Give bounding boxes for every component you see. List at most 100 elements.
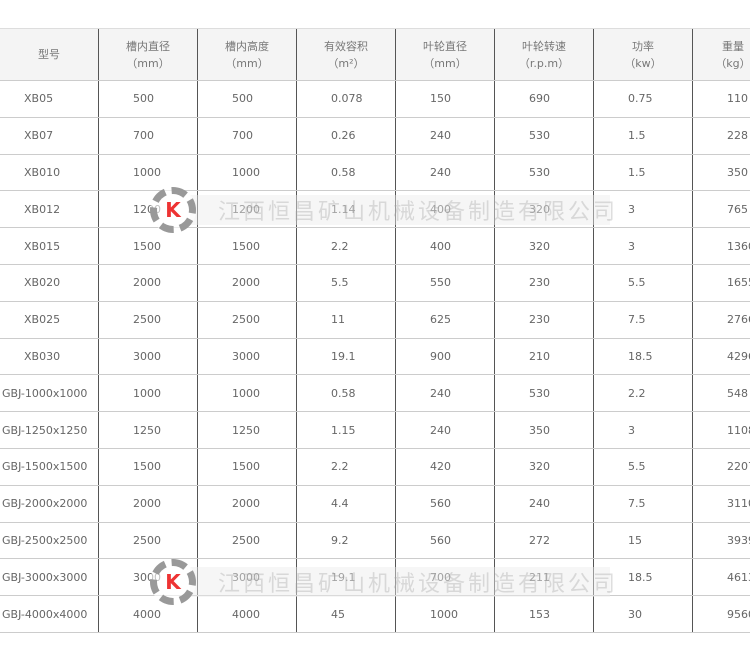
- table-cell: 625: [395, 301, 495, 339]
- table-cell: 1.14: [296, 190, 396, 229]
- table-cell: 211: [494, 558, 594, 597]
- table-cell: 2500: [98, 301, 198, 339]
- table-row: GBJ-1000x1000 1000 1000 0.58 240 530 2.2 548: [0, 374, 750, 413]
- table-cell: 3: [593, 227, 693, 265]
- table-cell: 240: [494, 485, 594, 523]
- table-cell: 0.75: [593, 80, 693, 118]
- table-cell: 1000: [197, 374, 297, 413]
- header-label: 叶轮直径: [423, 39, 467, 53]
- table-cell: 2000: [197, 264, 297, 302]
- header-label: 重量: [722, 39, 744, 53]
- table-cell: 5.5: [593, 448, 693, 486]
- table-cell: 350: [494, 411, 594, 449]
- table-cell: 1000: [197, 154, 297, 192]
- table-cell: 1108: [692, 411, 750, 449]
- header-unit: （m²）: [327, 56, 365, 70]
- table-cell: 4.4: [296, 485, 396, 523]
- table-cell: 560: [395, 485, 495, 523]
- table-cell: 1500: [98, 227, 198, 265]
- table-cell: 530: [494, 117, 594, 155]
- table-cell: 240: [395, 117, 495, 155]
- table-cell: 2000: [98, 264, 198, 302]
- spec-table: 型号 槽内直径 （mm） 槽内高度 （mm） 有效容积 （m²） 叶轮直径 （mm） 叶轮转速 （r…: [0, 28, 750, 633]
- table-cell: 9.2: [296, 522, 396, 560]
- header-unit: （mm）: [126, 56, 170, 70]
- table-cell: 1360: [692, 227, 750, 265]
- table-cell: 11: [296, 301, 396, 339]
- column-header: 叶轮直径 （mm）: [395, 28, 495, 81]
- table-cell: 2766: [692, 301, 750, 339]
- table-cell: 1.5: [593, 154, 693, 192]
- table-cell: 18.5: [593, 558, 693, 597]
- table-cell: XB05: [0, 80, 99, 118]
- column-header: 槽内高度 （mm）: [197, 28, 297, 81]
- table-row: XB07 700 700 0.26 240 530 1.5 228: [0, 117, 750, 155]
- table-cell: 18.5: [593, 338, 693, 376]
- header-label: 有效容积: [324, 39, 368, 53]
- table-cell: 700: [395, 558, 495, 597]
- table-cell: 4000: [197, 595, 297, 633]
- table-cell: 1250: [98, 411, 198, 449]
- table-cell: 2500: [98, 522, 198, 560]
- table-cell: 4000: [98, 595, 198, 633]
- table-cell: 3: [593, 190, 693, 229]
- table-cell: 500: [197, 80, 297, 118]
- table-cell: 150: [395, 80, 495, 118]
- table-cell: 350: [692, 154, 750, 192]
- table-cell: XB012: [0, 190, 99, 229]
- table-cell: 700: [197, 117, 297, 155]
- table-cell: GBJ-1250x1250: [0, 411, 99, 449]
- table-cell: 0.078: [296, 80, 396, 118]
- table-cell: 765: [692, 190, 750, 229]
- table-cell: 19.1: [296, 338, 396, 376]
- table-cell: GBJ-1000x1000: [0, 374, 99, 413]
- table-cell: 2207: [692, 448, 750, 486]
- table-row: GBJ-4000x400040004000451000153309560: [0, 595, 750, 633]
- table-cell: 550: [395, 264, 495, 302]
- table-cell: 110: [692, 80, 750, 118]
- table-cell: 15: [593, 522, 693, 560]
- table-cell: 2500: [197, 522, 297, 560]
- table-cell: 690: [494, 80, 594, 118]
- table-cell: 0.58: [296, 374, 396, 413]
- header-label: 槽内直径: [126, 39, 170, 53]
- table-cell: 272: [494, 522, 594, 560]
- column-header: 槽内直径 （mm）: [98, 28, 198, 81]
- table-cell: 320: [494, 190, 594, 229]
- table-cell: 320: [494, 448, 594, 486]
- column-header: 重量 （kg）: [692, 28, 750, 81]
- table-cell: 4296: [692, 338, 750, 376]
- table-cell: 2000: [98, 485, 198, 523]
- table-cell: XB030: [0, 338, 99, 376]
- table-cell: 500: [98, 80, 198, 118]
- table-cell: GBJ-3000x3000: [0, 558, 99, 597]
- header-unit: （r.p.m）: [518, 56, 570, 70]
- table-cell: 230: [494, 264, 594, 302]
- table-cell: 7.5: [593, 485, 693, 523]
- table-cell: 548: [692, 374, 750, 413]
- table-cell: 530: [494, 154, 594, 192]
- table-cell: 700: [98, 117, 198, 155]
- table-cell: 3000: [197, 558, 297, 597]
- table-cell: 0.58: [296, 154, 396, 192]
- table-cell: XB015: [0, 227, 99, 265]
- table-cell: GBJ-1500x1500: [0, 448, 99, 486]
- table-cell: 1500: [98, 448, 198, 486]
- table-cell: 560: [395, 522, 495, 560]
- table-cell: 4613: [692, 558, 750, 597]
- table-cell: 1.15: [296, 411, 396, 449]
- table-cell: 7.5: [593, 301, 693, 339]
- table-cell: 19.1: [296, 558, 396, 597]
- table-cell: 400: [395, 190, 495, 229]
- table-cell: XB07: [0, 117, 99, 155]
- watermark-band: [190, 195, 610, 225]
- table-cell: 3000: [98, 558, 198, 597]
- table-cell: 3: [593, 411, 693, 449]
- table-cell: 1200: [197, 190, 297, 229]
